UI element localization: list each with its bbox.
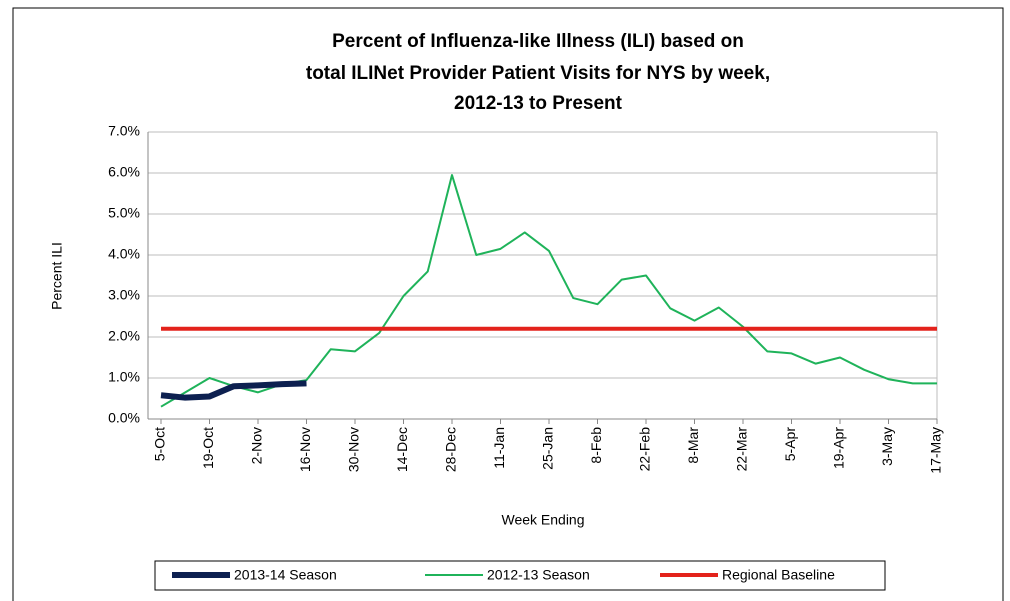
chart-title: total ILINet Provider Patient Visits for… (306, 63, 770, 84)
y-tick-label: 7.0% (108, 123, 140, 139)
x-tick-label: 5-Apr (782, 427, 798, 462)
y-tick-label: 5.0% (108, 205, 140, 221)
x-tick-label: 2-Nov (249, 427, 265, 464)
x-tick-label: 19-Apr (831, 427, 847, 469)
legend-box (154, 560, 886, 591)
x-tick-label: 5-Oct (152, 427, 168, 461)
y-axis-label: Percent ILI (49, 242, 65, 310)
x-tick-label: 30-Nov (346, 427, 362, 472)
y-tick-label: 1.0% (108, 369, 140, 385)
x-tick-label: 25-Jan (540, 427, 556, 470)
x-tick-label: 11-Jan (491, 427, 507, 469)
chart-title: 2012-13 to Present (454, 93, 623, 114)
x-tick-label: 8-Feb (588, 427, 604, 464)
legend-label: 2012-13 Season (487, 567, 590, 583)
chart-title: Percent of Influenza-like Illness (ILI) … (332, 31, 744, 52)
x-tick-label: 17-May (928, 427, 944, 474)
y-tick-label: 6.0% (108, 164, 140, 180)
series-line (160, 380, 307, 401)
y-tick-label: 3.0% (108, 287, 140, 303)
x-tick-label: 16-Nov (297, 427, 313, 472)
x-tick-label: 14-Dec (394, 427, 410, 472)
x-tick-label: 3-May (879, 427, 895, 466)
chart-border (12, 7, 1004, 601)
x-tick-label: 19-Oct (200, 427, 216, 469)
x-axis-label: Week Ending (501, 512, 584, 528)
x-tick-label: 28-Dec (443, 427, 459, 472)
y-tick-label: 2.0% (108, 328, 140, 344)
y-tick-label: 4.0% (108, 246, 140, 262)
legend-label: 2013-14 Season (234, 567, 337, 583)
y-tick-label: 0.0% (108, 410, 140, 426)
x-tick-label: 22-Feb (637, 427, 653, 472)
legend-label: Regional Baseline (722, 567, 835, 583)
x-tick-label: 8-Mar (685, 427, 701, 464)
x-tick-label: 22-Mar (734, 427, 750, 472)
